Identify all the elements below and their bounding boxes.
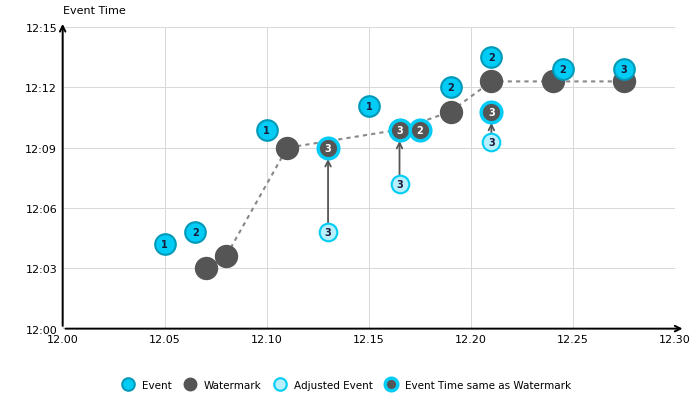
Point bbox=[159, 241, 171, 248]
Point bbox=[619, 67, 630, 73]
Text: 3: 3 bbox=[324, 144, 331, 153]
Point bbox=[414, 127, 425, 134]
Text: 2: 2 bbox=[416, 126, 423, 135]
Point bbox=[322, 229, 333, 236]
Text: 3: 3 bbox=[396, 180, 403, 189]
Point bbox=[486, 109, 497, 115]
Point bbox=[394, 127, 405, 134]
Point bbox=[221, 253, 232, 260]
Text: Event Time: Event Time bbox=[63, 6, 125, 16]
Point bbox=[190, 229, 201, 236]
Text: 3: 3 bbox=[621, 65, 628, 75]
Text: 3: 3 bbox=[324, 228, 331, 237]
Text: 2: 2 bbox=[192, 228, 199, 237]
Point bbox=[200, 265, 211, 272]
Text: 2: 2 bbox=[447, 83, 454, 93]
Text: 1: 1 bbox=[263, 126, 270, 135]
Point bbox=[486, 55, 497, 61]
Point bbox=[261, 127, 272, 134]
Point bbox=[363, 103, 374, 109]
Text: 3: 3 bbox=[396, 126, 403, 135]
Point bbox=[282, 145, 293, 152]
Text: 2: 2 bbox=[560, 65, 567, 75]
Text: 2: 2 bbox=[488, 53, 495, 63]
Point bbox=[619, 79, 630, 85]
Point bbox=[445, 85, 456, 91]
Point bbox=[486, 139, 497, 146]
Point bbox=[394, 127, 405, 134]
Legend: Event, Watermark, Adjusted Event, Event Time same as Watermark: Event, Watermark, Adjusted Event, Event … bbox=[118, 380, 571, 390]
Point bbox=[322, 145, 333, 152]
Point bbox=[445, 109, 456, 115]
Text: 3: 3 bbox=[488, 138, 495, 147]
Text: 3: 3 bbox=[488, 107, 495, 117]
Point bbox=[557, 67, 569, 73]
Point bbox=[547, 79, 558, 85]
Text: 1: 1 bbox=[161, 240, 168, 249]
Point bbox=[486, 79, 497, 85]
Point bbox=[394, 181, 405, 188]
Text: 1: 1 bbox=[365, 101, 372, 111]
